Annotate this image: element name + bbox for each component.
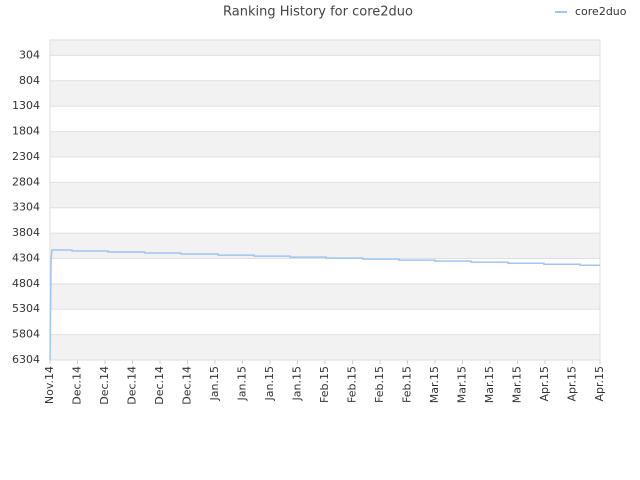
y-tick-label: 1804 [12, 125, 40, 138]
x-tick-label: Apr.15 [593, 366, 606, 402]
y-tick-label: 3804 [12, 226, 40, 239]
x-tick-label: Apr.15 [566, 366, 579, 402]
y-tick-label: 1304 [12, 99, 40, 112]
x-tick-label: Mar.15 [456, 366, 469, 403]
x-tick-label: Apr.15 [538, 366, 551, 402]
grid-band [50, 131, 600, 157]
x-tick-label: Feb.15 [401, 366, 414, 403]
x-tick-label: Jan.15 [291, 366, 304, 401]
x-tick-label: Feb.15 [346, 366, 359, 403]
x-tick-label: Jan.15 [236, 366, 249, 401]
x-tick-label: Dec.14 [153, 366, 166, 405]
x-tick-label: Mar.15 [483, 366, 496, 403]
y-tick-label: 4304 [12, 251, 40, 264]
x-tick-label: Jan.15 [208, 366, 221, 401]
chart-title: Ranking History for core2duo [223, 5, 413, 20]
y-tick-label: 4804 [12, 277, 40, 290]
grid-band [50, 80, 600, 107]
x-tick-label: Feb.15 [318, 366, 331, 403]
x-tick-label: Nov.14 [43, 366, 56, 404]
grid-band [50, 40, 600, 56]
y-tick-label: 304 [19, 48, 40, 61]
x-tick-label: Dec.14 [126, 366, 139, 405]
legend-label: core2duo [575, 5, 627, 18]
y-tick-label: 2804 [12, 175, 40, 188]
x-tick-label: Feb.15 [373, 366, 386, 403]
x-tick-label: Dec.14 [181, 366, 194, 405]
grid-band [50, 283, 600, 310]
x-tick-label: Dec.14 [98, 366, 111, 405]
y-tick-label: 5304 [12, 302, 40, 315]
y-tick-label: 3304 [12, 201, 40, 214]
y-tick-label: 2304 [12, 150, 40, 163]
x-tick-label: Mar.15 [511, 366, 524, 403]
grid-band [50, 334, 600, 360]
y-tick-label: 5804 [12, 328, 40, 341]
grid-band [50, 233, 600, 259]
data-line [49, 249, 600, 361]
x-tick-label: Jan.15 [263, 366, 276, 401]
y-tick-label: 6304 [12, 353, 40, 366]
x-tick-label: Mar.15 [428, 366, 441, 403]
plot-border [49, 39, 601, 361]
y-tick-label: 804 [19, 74, 40, 87]
grid-band [50, 182, 600, 208]
x-tick-label: Dec.14 [71, 366, 84, 405]
